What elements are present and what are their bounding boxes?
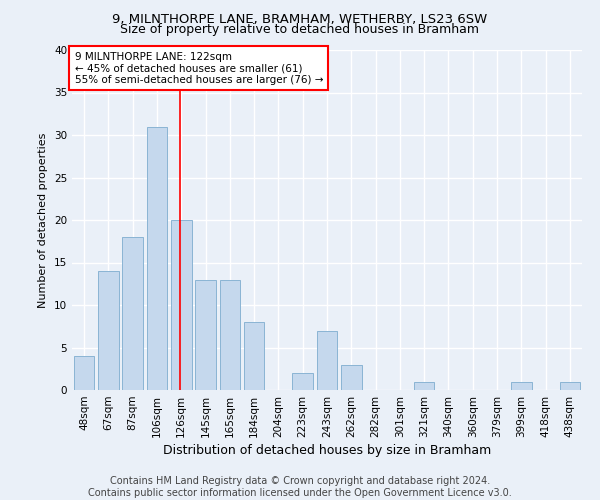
Bar: [341, 364, 362, 390]
Bar: [244, 322, 265, 390]
Text: Contains HM Land Registry data © Crown copyright and database right 2024.
Contai: Contains HM Land Registry data © Crown c…: [88, 476, 512, 498]
Bar: [560, 382, 580, 390]
Bar: [171, 220, 191, 390]
Bar: [74, 356, 94, 390]
Text: 9, MILNTHORPE LANE, BRAMHAM, WETHERBY, LS23 6SW: 9, MILNTHORPE LANE, BRAMHAM, WETHERBY, L…: [112, 12, 488, 26]
Bar: [146, 126, 167, 390]
Bar: [220, 280, 240, 390]
Bar: [98, 271, 119, 390]
Text: Size of property relative to detached houses in Bramham: Size of property relative to detached ho…: [121, 22, 479, 36]
Y-axis label: Number of detached properties: Number of detached properties: [38, 132, 49, 308]
Bar: [414, 382, 434, 390]
Bar: [122, 237, 143, 390]
Bar: [195, 280, 216, 390]
X-axis label: Distribution of detached houses by size in Bramham: Distribution of detached houses by size …: [163, 444, 491, 457]
Bar: [317, 330, 337, 390]
Bar: [292, 373, 313, 390]
Bar: [511, 382, 532, 390]
Text: 9 MILNTHORPE LANE: 122sqm
← 45% of detached houses are smaller (61)
55% of semi-: 9 MILNTHORPE LANE: 122sqm ← 45% of detac…: [74, 52, 323, 85]
